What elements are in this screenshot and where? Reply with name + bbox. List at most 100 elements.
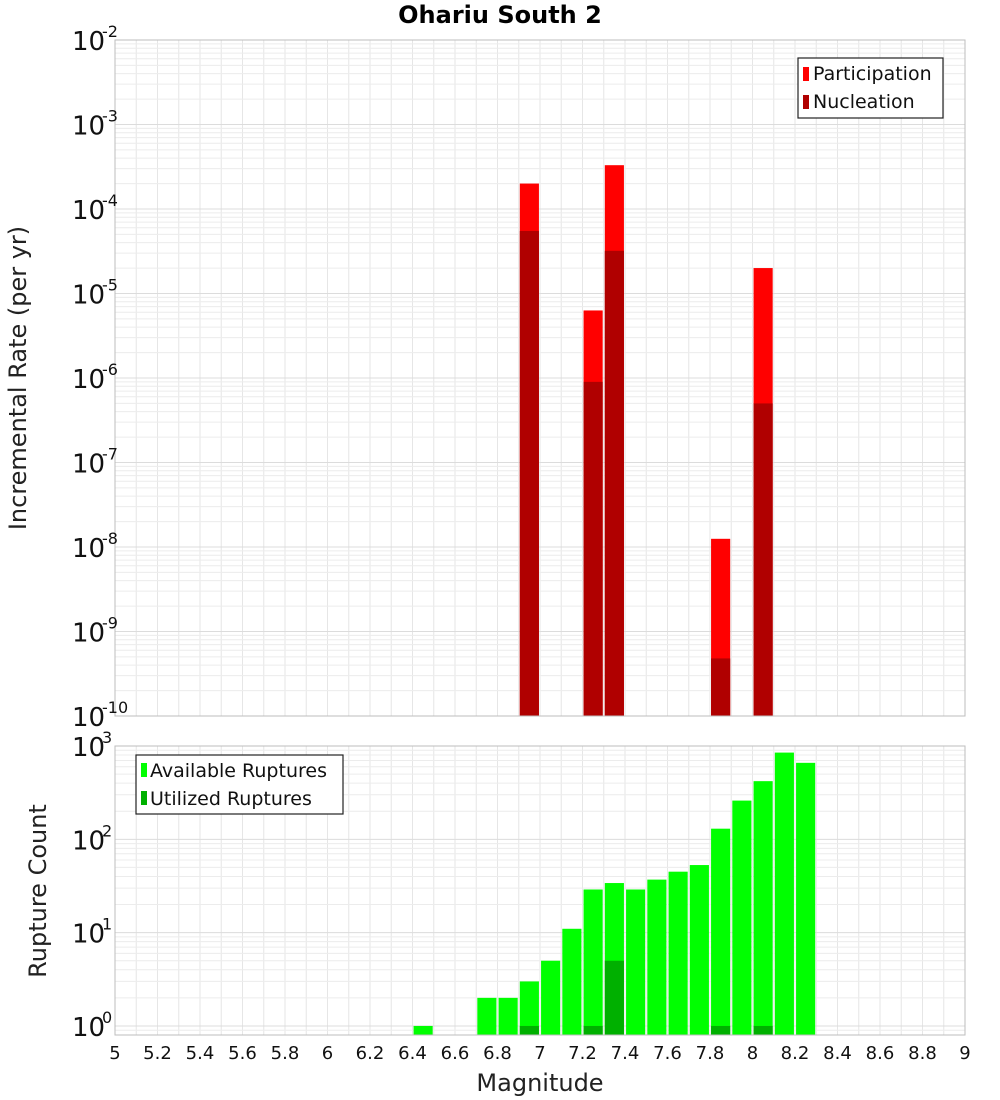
- rate-y-tick-exp: -10: [102, 698, 128, 717]
- count-bar-available-ruptures: [689, 865, 709, 1035]
- count-bars: [413, 752, 816, 1035]
- rate-y-tick-exp: -4: [102, 191, 118, 210]
- legend-swatch-nucleation: [803, 95, 809, 109]
- rate-y-tick-base: 10: [72, 703, 105, 733]
- count-bar-utilized-ruptures: [753, 1025, 773, 1035]
- x-tick-label: 7.8: [696, 1043, 725, 1064]
- rate-y-tick-base: 10: [72, 112, 105, 142]
- x-tick-label: 6.4: [398, 1043, 427, 1064]
- x-tick-label: 6.8: [483, 1043, 512, 1064]
- count-bar-available-ruptures: [583, 889, 603, 1035]
- count-grid: [115, 746, 965, 1035]
- count-legend-box: [135, 754, 344, 815]
- legend-swatch-available: [141, 763, 147, 777]
- rate-y-tick-exp: -5: [102, 276, 118, 295]
- rate-grid: [115, 40, 965, 716]
- rate-y-tick-base: 10: [72, 534, 105, 564]
- x-tick-label: 7.6: [653, 1043, 682, 1064]
- count-y-tick: 102: [72, 821, 112, 856]
- rate-legend-box: [797, 57, 944, 119]
- x-tick-label: 6.2: [356, 1043, 385, 1064]
- count-bar-utilized-ruptures: [604, 960, 624, 1035]
- count-y-tick-exp: 3: [102, 728, 112, 747]
- count-bar-utilized-ruptures: [519, 1025, 539, 1035]
- rate-y-tick: 10-3: [72, 107, 118, 142]
- rate-bars: [519, 165, 773, 717]
- legend-label-nucleation: Nucleation: [813, 91, 915, 113]
- rate-panel: 10-210-310-410-510-610-710-810-910-10 In…: [4, 22, 966, 733]
- rate-y-tick: 10-10: [72, 698, 128, 733]
- rate-plot-frame: [114, 39, 966, 717]
- legend-label-utilized: Utilized Ruptures: [150, 788, 312, 810]
- count-y-tick-base: 10: [72, 733, 105, 763]
- count-bar-available-ruptures: [711, 828, 731, 1035]
- count-bar-available-ruptures: [647, 879, 667, 1035]
- x-ticks: 5 5.2 5.4 5.6 5.8 6 6.2 6.4 6.6 6.8 7 7.2 7.4 7.6 7.8 8…: [109, 1043, 970, 1064]
- count-legend: Available Ruptures Utilized Ruptures: [135, 754, 344, 815]
- count-bar-available-ruptures: [541, 960, 561, 1035]
- rate-y-tick-exp: -3: [102, 107, 118, 126]
- legend-swatch-utilized: [141, 791, 147, 805]
- rate-y-tick-exp: -6: [102, 360, 118, 379]
- rate-y-tick-base: 10: [72, 27, 105, 57]
- rate-y-axis-label: Incremental Rate (per yr): [4, 226, 32, 530]
- rate-legend: Participation Nucleation: [797, 57, 944, 119]
- rate-y-tick-base: 10: [72, 196, 105, 226]
- legend-label-available: Available Ruptures: [150, 760, 327, 782]
- count-plot-frame: [114, 745, 966, 1036]
- count-bar-available-ruptures: [774, 752, 794, 1035]
- count-y-tick-exp: 1: [102, 915, 112, 934]
- count-bar-available-ruptures: [477, 997, 497, 1035]
- count-bar-available-ruptures: [753, 781, 773, 1035]
- count-y-tick: 101: [72, 915, 112, 950]
- rate-y-tick-exp: -7: [102, 445, 118, 464]
- count-bar-available-ruptures: [562, 928, 582, 1035]
- rate-bar-nucleation: [711, 658, 731, 716]
- rate-y-tick-exp: -2: [102, 22, 118, 41]
- count-bar-utilized-ruptures: [711, 1025, 731, 1035]
- rate-y-tick: 10-7: [72, 445, 118, 480]
- count-y-axis-label: Rupture Count: [24, 804, 52, 978]
- x-tick-label: 6: [322, 1043, 333, 1064]
- count-bar-utilized-ruptures: [583, 1025, 603, 1035]
- rate-bar-nucleation: [519, 230, 539, 717]
- count-bar-available-ruptures: [668, 871, 688, 1035]
- count-bar-available-ruptures: [413, 1025, 433, 1035]
- count-y-tick: 103: [72, 728, 112, 763]
- rate-y-tick: 10-2: [72, 22, 118, 57]
- count-y-tick-exp: 0: [102, 1008, 112, 1027]
- x-tick-label: 7.4: [611, 1043, 640, 1064]
- count-y-tick-exp: 2: [102, 821, 112, 840]
- count-bar-available-ruptures: [732, 800, 752, 1035]
- count-bar-available-ruptures: [498, 997, 518, 1035]
- rate-y-tick: 10-6: [72, 360, 118, 395]
- rate-y-tick-exp: -9: [102, 614, 118, 633]
- count-y-tick-base: 10: [72, 920, 105, 950]
- x-tick-label: 6.6: [441, 1043, 470, 1064]
- count-bar-available-ruptures: [519, 981, 539, 1035]
- x-tick-label: 7.2: [568, 1043, 597, 1064]
- legend-swatch-participation: [803, 67, 809, 81]
- rate-y-tick: 10-4: [72, 191, 118, 226]
- rate-y-tick: 10-5: [72, 276, 118, 311]
- rate-bar-nucleation: [604, 250, 624, 716]
- rate-y-tick: 10-9: [72, 614, 118, 649]
- rate-y-tick: 10-8: [72, 529, 118, 564]
- x-tick-label: 8.8: [908, 1043, 937, 1064]
- x-tick-label: 5.2: [143, 1043, 172, 1064]
- count-y-tick: 100: [72, 1008, 112, 1043]
- rate-y-tick-base: 10: [72, 281, 105, 311]
- x-tick-label: 5: [109, 1043, 120, 1064]
- rate-bar-nucleation: [753, 403, 773, 716]
- rate-bar-nucleation: [583, 381, 603, 716]
- x-axis-label: Magnitude: [476, 1069, 603, 1097]
- legend-label-participation: Participation: [813, 63, 932, 85]
- x-tick-label: 7: [534, 1043, 545, 1064]
- count-bar-available-ruptures: [796, 762, 816, 1035]
- rate-y-ticks: 10-210-310-410-510-610-710-810-910-10: [72, 22, 128, 733]
- count-y-tick-base: 10: [72, 826, 105, 856]
- count-y-tick-base: 10: [72, 1013, 105, 1043]
